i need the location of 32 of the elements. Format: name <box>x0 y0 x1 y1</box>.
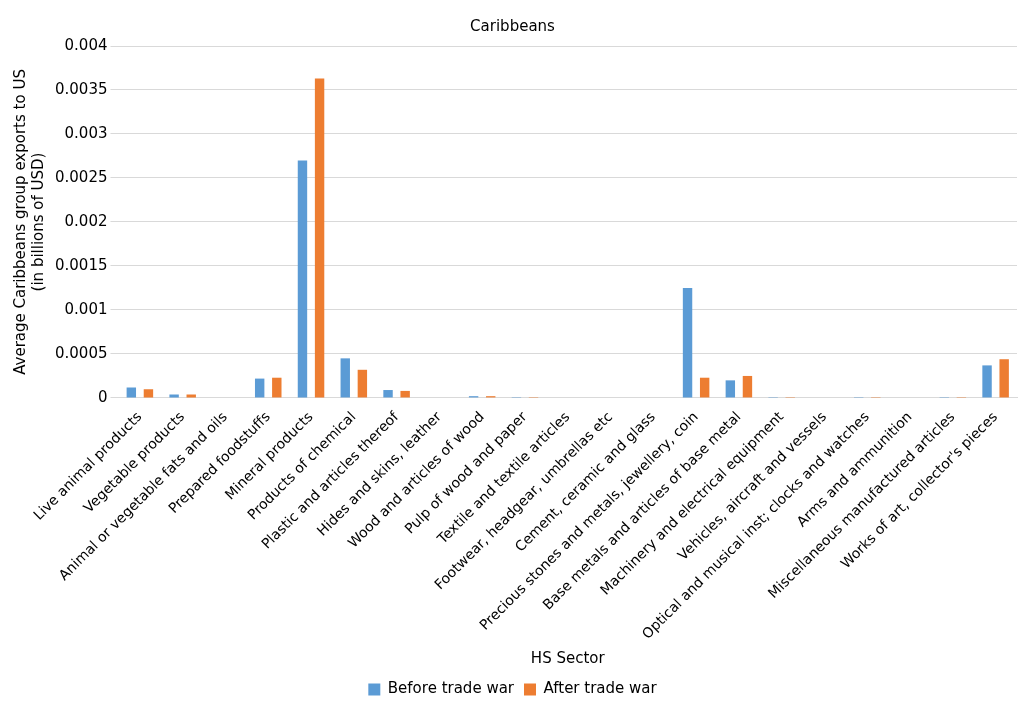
y-tick-label: 0.0035 <box>54 79 108 98</box>
legend-label: After trade war <box>543 679 658 698</box>
bar <box>340 358 350 398</box>
bar <box>682 287 693 398</box>
y-tick-label: 0 <box>97 387 108 406</box>
chart-title: Caribbeans <box>470 16 556 35</box>
y-tick-label: 0.0005 <box>54 343 108 362</box>
bar <box>126 387 137 398</box>
y-tick-label: 0.002 <box>64 211 108 230</box>
y-tick-label: 0.004 <box>64 35 108 54</box>
legend-label: Before trade war <box>387 679 515 698</box>
bar <box>400 390 410 398</box>
bar <box>254 378 265 398</box>
bar <box>725 380 736 398</box>
y-tick-label: 0.003 <box>64 123 108 142</box>
bar <box>982 365 992 398</box>
y-tick-label: 0.0025 <box>54 167 108 186</box>
y-tick-label: 0.0015 <box>54 255 108 274</box>
y-axis-title: Average Caribbeans group exports to US (in billions of USD) <box>10 69 47 375</box>
bar <box>699 377 710 398</box>
bar <box>383 390 393 398</box>
bar <box>272 377 282 398</box>
bar <box>314 78 325 398</box>
y-tick-label: 0.001 <box>64 299 108 318</box>
x-axis-title: HS Sector <box>530 648 606 667</box>
bar <box>169 394 179 398</box>
bar <box>357 369 368 398</box>
bar <box>742 375 753 398</box>
bar <box>186 394 196 398</box>
bar <box>999 359 1009 398</box>
bar <box>143 389 154 398</box>
bar <box>297 160 308 398</box>
